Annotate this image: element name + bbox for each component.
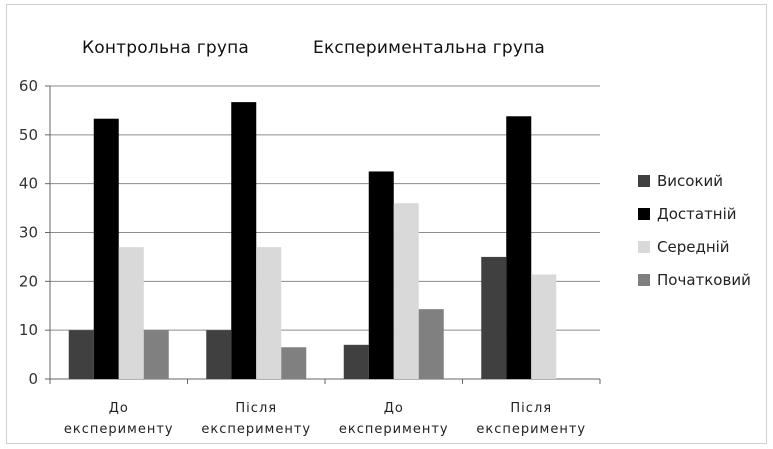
legend-swatch-Середній <box>638 241 650 253</box>
y-tick-label-30: 30 <box>19 224 38 242</box>
y-tick-label-20: 20 <box>19 272 38 290</box>
legend-label-Достатній: Достатній <box>657 205 737 223</box>
category-label-2-line-1: Після <box>235 401 277 416</box>
y-tick-label-60: 60 <box>19 77 38 95</box>
bar-Достатній-3 <box>368 171 394 379</box>
bar-Середній-2 <box>256 247 282 379</box>
group-title-control: Контрольна група <box>82 38 250 58</box>
bar-Початковий-1 <box>143 330 169 379</box>
bar-Початковий-3 <box>418 309 444 379</box>
legend-label-Високий: Високий <box>657 172 723 190</box>
bar-Високий-3 <box>343 344 369 379</box>
legend-swatch-Початковий <box>638 274 650 286</box>
bar-Достатній-2 <box>231 102 257 380</box>
legend-swatch-Достатній <box>638 208 650 220</box>
y-tick-label-50: 50 <box>19 126 38 144</box>
bar-Високий-4 <box>481 256 507 379</box>
bar-Середній-3 <box>393 203 419 379</box>
bar-Високий-2 <box>206 330 232 379</box>
bar-Початковий-2 <box>281 347 307 379</box>
legend-label-Початковий: Початковий <box>657 271 751 289</box>
bar-Середній-1 <box>118 247 144 379</box>
legend-label-Середній: Середній <box>657 238 730 256</box>
category-label-3-line-1: До <box>384 401 404 416</box>
y-tick-label-40: 40 <box>19 175 38 193</box>
category-label-1-line-1: До <box>109 401 129 416</box>
category-label-4-line-1: Після <box>510 401 552 416</box>
y-tick-label-0: 0 <box>28 370 38 388</box>
bar-Достатній-1 <box>93 118 119 380</box>
group-title-experimental: Експериментальна група <box>313 38 546 58</box>
legend-swatch-Високий <box>638 175 650 187</box>
bar-Високий-1 <box>68 330 94 379</box>
bar-Достатній-4 <box>506 116 532 379</box>
category-label-3-line-2: експерименту <box>339 422 449 437</box>
chart-frame <box>6 4 767 444</box>
bar-Середній-4 <box>531 274 557 379</box>
category-label-4-line-2: експерименту <box>476 422 586 437</box>
category-label-1-line-2: експерименту <box>64 422 174 437</box>
category-label-2-line-2: експерименту <box>201 422 311 437</box>
y-tick-label-10: 10 <box>19 321 38 339</box>
